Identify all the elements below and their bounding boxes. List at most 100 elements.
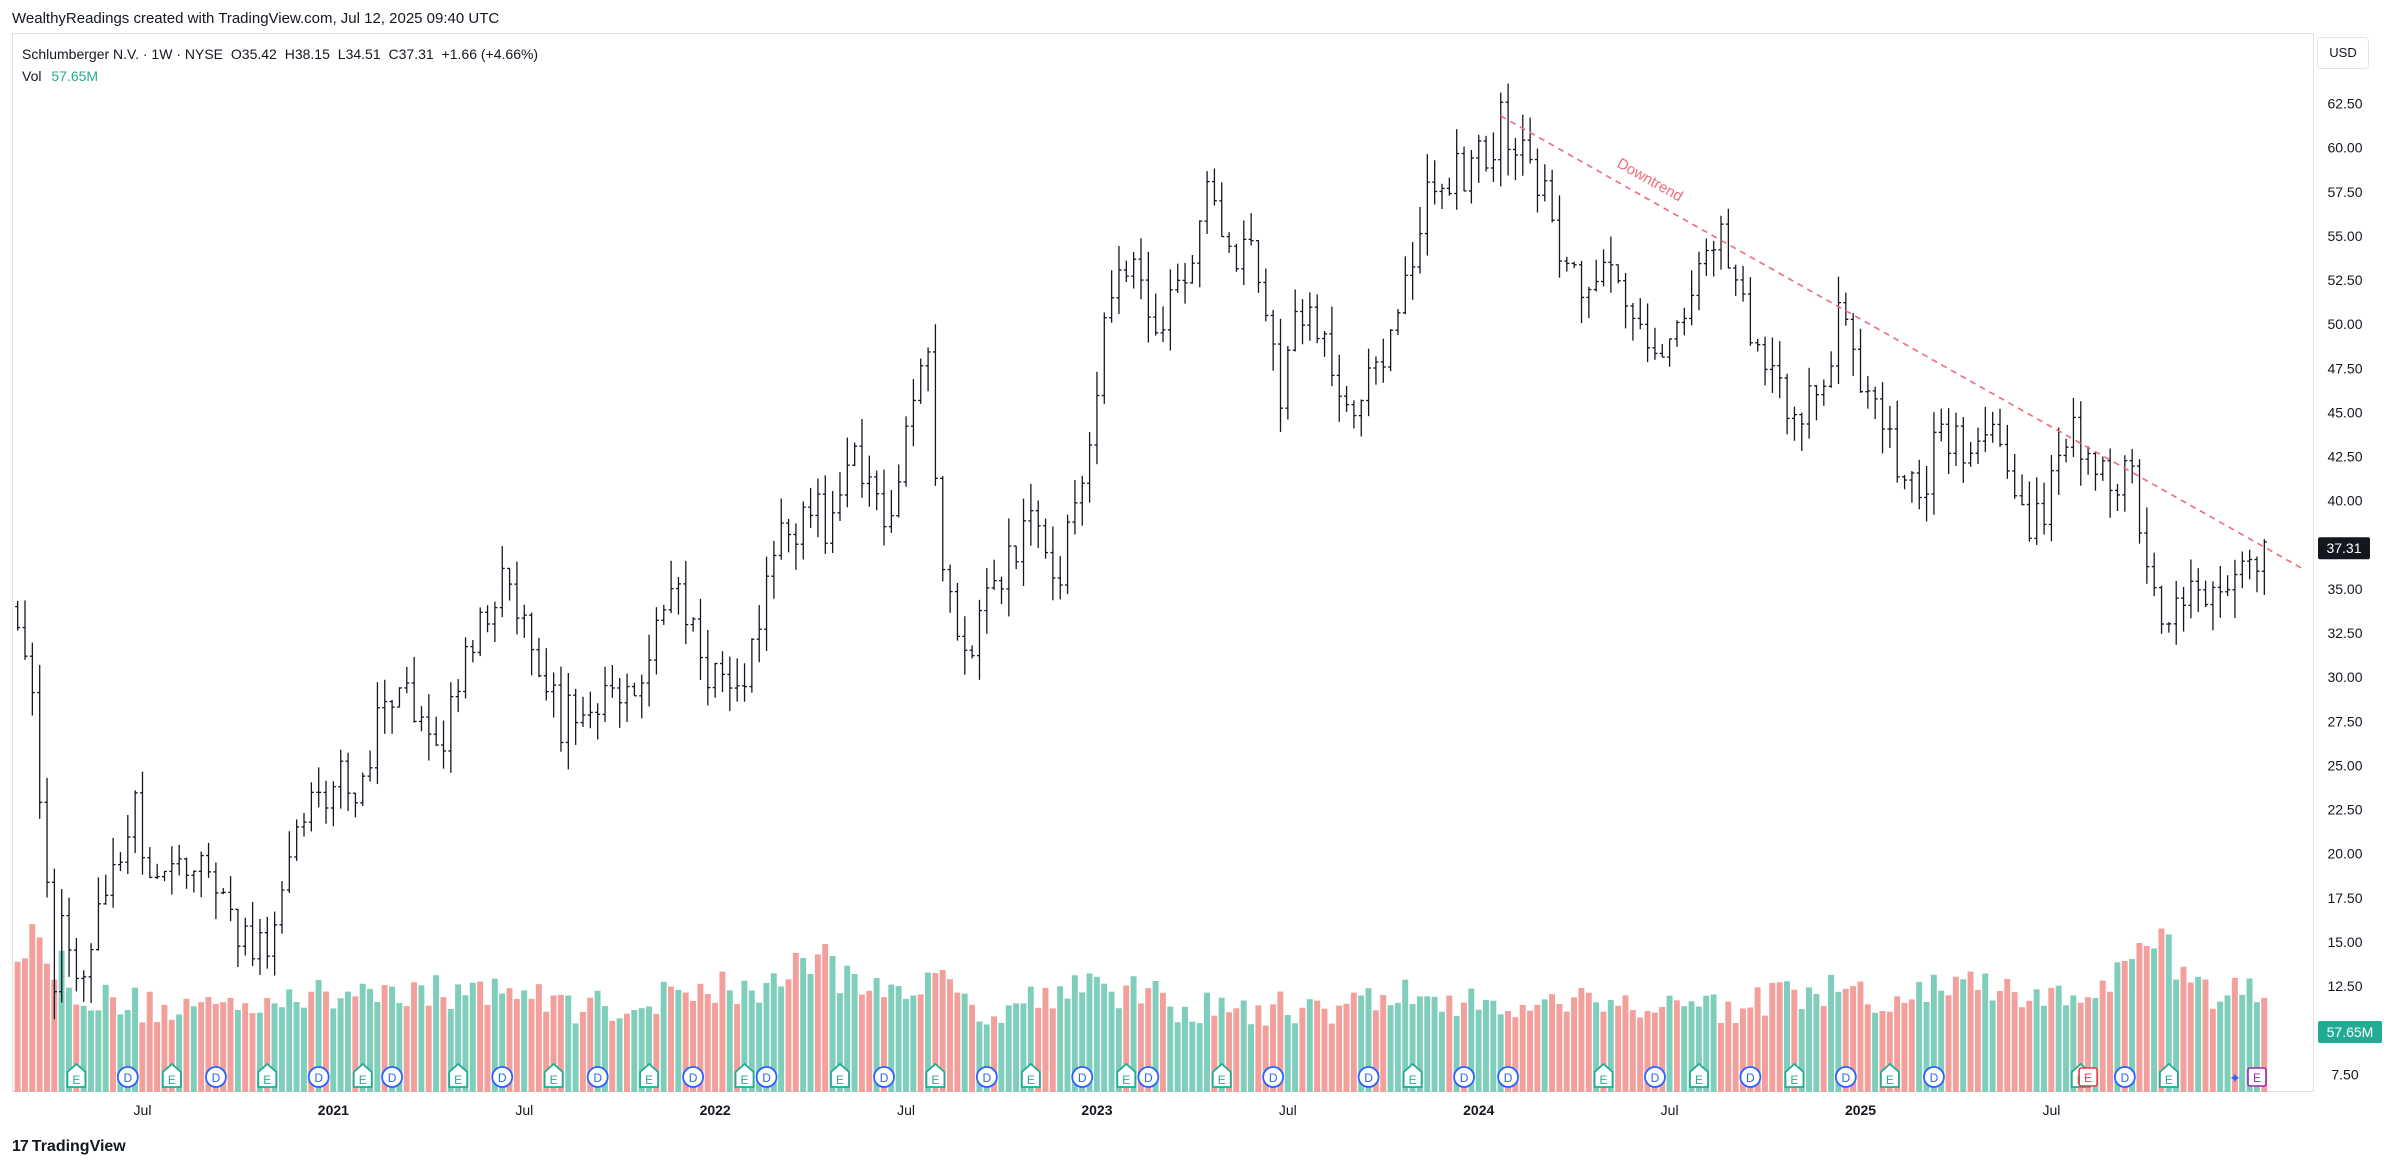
ohlc-bar: [668, 560, 674, 614]
ohlc-bar: [1388, 329, 1394, 372]
volume-bar: [543, 1011, 550, 1092]
symbol-label[interactable]: Schlumberger N.V. · 1W · NYSE: [22, 46, 223, 62]
dividend-marker[interactable]: D: [755, 1066, 778, 1088]
dividend-marker[interactable]: D: [1357, 1066, 1380, 1088]
volume-bar: [1527, 1010, 1533, 1092]
ohlc-bar: [1292, 289, 1298, 352]
volume-bar: [1813, 993, 1820, 1092]
ohlc-bar: [1769, 337, 1775, 393]
dividend-marker[interactable]: D: [1739, 1066, 1762, 1088]
volume-bar: [2114, 962, 2121, 1092]
tradingview-logo[interactable]: 17 TradingView: [12, 1138, 126, 1156]
volume-label[interactable]: Vol: [22, 68, 42, 84]
earnings-marker[interactable]: E: [66, 1062, 87, 1088]
volume-bar: [844, 965, 851, 1092]
dividend-marker[interactable]: D: [1137, 1066, 1160, 1088]
volume-bar: [256, 1012, 263, 1092]
volume-bar: [2195, 976, 2202, 1092]
volume-bar: [1571, 997, 1578, 1092]
volume-bar: [1776, 982, 1783, 1092]
volume-bar: [1872, 1012, 1879, 1092]
ohlc-bar: [2085, 446, 2091, 475]
volume-bar: [1409, 1004, 1416, 1092]
ohlc-bar: [1821, 379, 1827, 406]
earnings-marker[interactable]: E: [1020, 1062, 1041, 1088]
dividend-marker[interactable]: D: [1497, 1066, 1520, 1088]
volume-bar: [344, 991, 351, 1092]
earnings-marker[interactable]: E: [1689, 1062, 1709, 1088]
currency-button[interactable]: USD: [2317, 37, 2369, 69]
dividend-marker[interactable]: D: [205, 1066, 227, 1088]
time-tick-label: 2022: [700, 1102, 731, 1118]
dividend-marker[interactable]: D: [975, 1066, 998, 1088]
volume-bar: [2085, 997, 2091, 1092]
volume-bar: [1372, 1010, 1379, 1092]
dividend-marker[interactable]: D: [873, 1066, 895, 1088]
dividend-marker[interactable]: D: [2113, 1066, 2136, 1088]
dividend-marker[interactable]: D: [682, 1066, 705, 1088]
ohlc-bar: [881, 469, 887, 546]
earnings-marker[interactable]: E: [925, 1062, 946, 1088]
earnings-marker[interactable]: E: [1593, 1062, 1614, 1088]
earnings-marker[interactable]: E: [543, 1062, 564, 1088]
earnings-marker[interactable]: E: [734, 1062, 755, 1088]
earnings-marker[interactable]: E: [639, 1062, 659, 1088]
ohlc-bar: [2107, 448, 2113, 518]
volume-bar: [1226, 1012, 1232, 1092]
earnings-marker[interactable]: E: [1879, 1062, 1900, 1088]
upcoming-earnings-marker[interactable]: E: [2078, 1067, 2098, 1087]
earnings-marker[interactable]: E: [1402, 1062, 1423, 1088]
ohlc-bar: [808, 487, 814, 528]
dividend-marker[interactable]: D: [307, 1066, 330, 1088]
ohlc-bar: [426, 694, 432, 761]
earnings-marker[interactable]: E: [1211, 1062, 1232, 1088]
ohlc-bar: [1380, 338, 1386, 383]
dividend-marker[interactable]: D: [1834, 1066, 1857, 1088]
ohlc-bar: [1931, 412, 1937, 515]
dividend-marker[interactable]: D: [586, 1066, 609, 1088]
ohlc-bar: [925, 347, 931, 392]
dividend-marker[interactable]: D: [1453, 1066, 1475, 1088]
ohlc-bar: [1417, 207, 1423, 274]
ohlc-bar: [1946, 408, 1952, 474]
price-tick-label: 27.50: [2327, 713, 2362, 729]
volume-bar: [2261, 997, 2268, 1092]
dividend-marker[interactable]: D: [381, 1066, 404, 1088]
earnings-marker[interactable]: E: [448, 1062, 469, 1088]
dividend-marker[interactable]: D: [1262, 1066, 1285, 1088]
ohlc-bar: [1975, 427, 1981, 465]
volume-bar: [557, 994, 564, 1092]
volume-bar: [1791, 989, 1798, 1092]
earnings-marker[interactable]: E: [257, 1062, 278, 1088]
ohlc-bar: [896, 464, 902, 518]
ohlc-bar: [1476, 134, 1482, 183]
ohlc-bar: [191, 870, 197, 893]
volume-bar: [1145, 988, 1152, 1092]
volume-series: [14, 924, 2268, 1092]
earnings-marker[interactable]: E: [830, 1062, 850, 1088]
earnings-marker[interactable]: E: [1116, 1062, 1137, 1088]
volume-bar: [579, 1011, 586, 1092]
earnings-marker[interactable]: E: [352, 1062, 373, 1088]
earnings-marker[interactable]: E: [1784, 1062, 1805, 1088]
volume-bar: [1343, 1003, 1350, 1092]
dividend-marker[interactable]: D: [1644, 1066, 1666, 1088]
volume-bar: [374, 1002, 381, 1092]
volume-bar: [2239, 994, 2246, 1092]
volume-bar: [1402, 979, 1409, 1092]
price-tick-label: 35.00: [2327, 581, 2362, 597]
ohlc-bar: [220, 888, 226, 895]
volume-bar: [1049, 1008, 1056, 1092]
dividend-marker[interactable]: D: [491, 1066, 514, 1088]
volume-bar: [1262, 1025, 1269, 1092]
earnings-marker[interactable]: E: [161, 1062, 182, 1088]
dividend-marker[interactable]: D: [1923, 1066, 1945, 1088]
dividend-marker[interactable]: D: [116, 1066, 139, 1088]
time-tick-label: 2021: [318, 1102, 349, 1118]
upcoming-earnings-marker[interactable]: E: [2247, 1067, 2267, 1087]
volume-bar: [829, 956, 836, 1092]
dividend-marker[interactable]: D: [1071, 1066, 1094, 1088]
volume-bar: [1666, 995, 1673, 1092]
earnings-marker[interactable]: E: [2158, 1062, 2179, 1088]
